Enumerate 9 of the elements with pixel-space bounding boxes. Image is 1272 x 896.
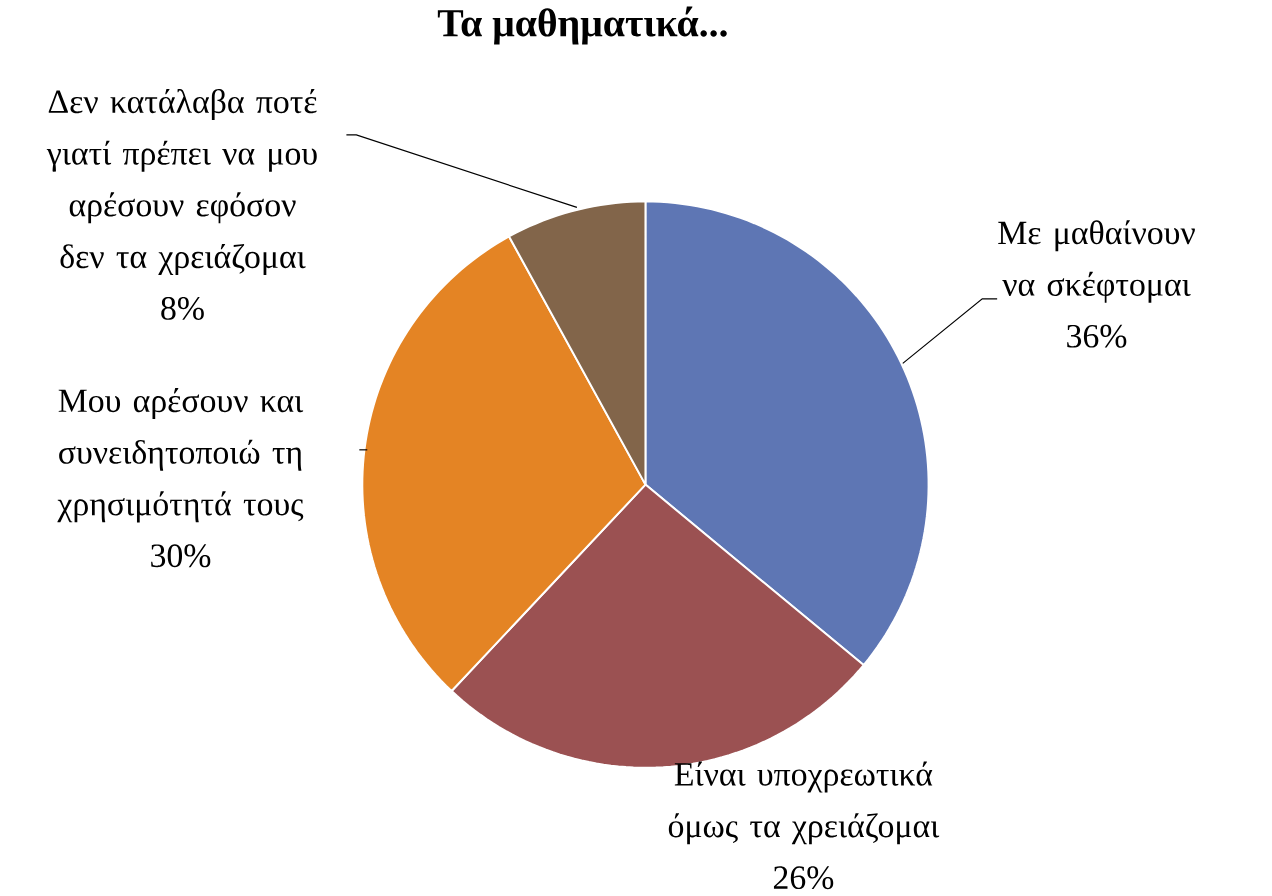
slice-label: Είναι υποχρεωτικά όμως τα χρειάζομαι bbox=[668, 761, 940, 845]
slice-label: Με μαθαίνουν να σκέφτομαι bbox=[998, 220, 1195, 303]
data-label: 8% bbox=[161, 297, 204, 320]
data-label: 30% bbox=[151, 544, 211, 568]
data-label: 26% bbox=[773, 866, 834, 890]
slice-label: Δεν κατάλαβα ποτέ γιατί πρέπει να μου αρέσουν εφόσον δεν τα χρειάζομαι bbox=[46, 89, 317, 276]
chart-title: Τα μαθηματικά... bbox=[437, 6, 727, 45]
data-label: 36% bbox=[1067, 324, 1127, 348]
slice-label: Μου αρέσουν και συνειδητοποιώ τη χρησιμότητά τους bbox=[57, 388, 304, 523]
